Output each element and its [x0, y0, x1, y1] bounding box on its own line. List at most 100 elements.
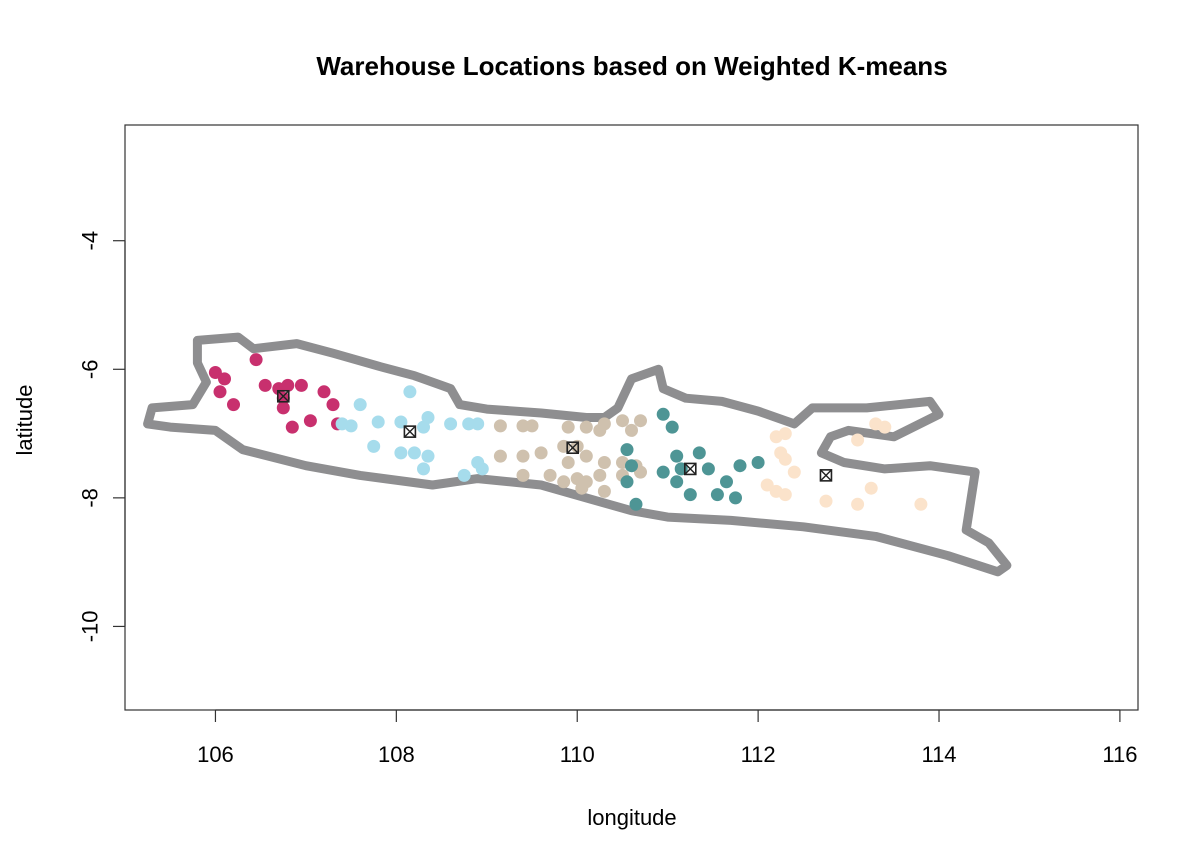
cluster-4-point: [620, 443, 634, 457]
cluster-4-point: [670, 475, 684, 489]
cluster-1-point: [249, 353, 263, 367]
x-tick-label: 112: [741, 742, 776, 767]
cluster-2-point: [407, 446, 421, 460]
land-layer: [143, 332, 1012, 577]
cluster-3-point: [634, 465, 647, 479]
cluster-4-point: [656, 465, 670, 479]
cluster-3-point: [597, 456, 611, 469]
cluster-4-point: [656, 407, 670, 421]
cluster-5-point: [878, 420, 892, 434]
cluster-3-point: [534, 446, 548, 460]
cluster-1-point: [227, 398, 240, 412]
x-tick-label: 116: [1102, 742, 1137, 767]
cluster-1-point: [281, 378, 295, 392]
cluster-1-point: [218, 372, 231, 386]
cluster-2-point: [471, 417, 485, 431]
java-island-outline: [143, 332, 1012, 577]
cluster-2-point: [421, 449, 435, 463]
cluster-3-point: [561, 420, 575, 434]
cluster-2-point: [444, 417, 458, 431]
cluster-4-point: [670, 449, 684, 463]
cluster-5-point: [819, 494, 833, 508]
cluster-5-point: [760, 478, 774, 492]
y-axis: -4 -6 -8 -10: [77, 231, 126, 643]
cluster-2-point: [394, 415, 408, 429]
cluster-3-point: [579, 420, 593, 434]
cluster-4-point: [625, 459, 638, 473]
x-tick-label: 114: [921, 742, 956, 767]
cluster-5-point: [864, 481, 878, 495]
cluster-3-point: [493, 419, 507, 433]
cluster-3-point: [593, 468, 607, 482]
x-tick-label: 106: [197, 742, 234, 767]
cluster-5-point: [851, 497, 865, 511]
cluster-3-point: [516, 419, 530, 433]
cluster-2-point: [403, 385, 417, 399]
warehouse-centroid-marker: [566, 441, 580, 455]
cluster-3-point: [575, 481, 589, 495]
cluster-5-point: [778, 427, 792, 441]
cluster-1-point: [303, 414, 317, 428]
x-axis-label: longitude: [587, 805, 676, 830]
cluster-1-point: [285, 420, 299, 434]
cluster-3-point: [634, 414, 647, 428]
x-tick-label: 110: [560, 742, 595, 767]
cluster-4-point: [710, 488, 724, 502]
cluster-1-point: [258, 378, 272, 392]
cluster-1-point: [294, 378, 308, 392]
cluster-1-point: [276, 401, 290, 415]
warehouse-centroid-marker: [403, 425, 417, 438]
cluster-5-point: [851, 433, 865, 447]
cluster-4-series: [620, 407, 765, 511]
cluster-3-point: [516, 468, 530, 482]
cluster-4-point: [665, 420, 679, 434]
cluster-2-series: [335, 385, 489, 482]
cluster-1-point: [317, 385, 331, 399]
cluster-3-point: [616, 414, 629, 428]
cluster-2-point: [457, 468, 471, 482]
cluster-1-point: [213, 385, 227, 399]
cluster-3-point: [543, 468, 557, 482]
cluster-3-point: [561, 456, 575, 469]
cluster-5-point: [778, 488, 792, 502]
cluster-4-point: [733, 459, 747, 473]
cluster-2-point: [371, 415, 385, 429]
cluster-3-point: [597, 417, 611, 431]
cluster-2-point: [353, 398, 367, 412]
warehouse-centroid-marker: [819, 469, 833, 482]
cluster-3-point: [625, 423, 638, 437]
cluster-4-point: [620, 475, 634, 489]
cluster-3-point: [525, 419, 539, 433]
cluster-2-point: [462, 417, 476, 431]
x-tick-label: 108: [378, 742, 415, 767]
cluster-4-point: [751, 456, 765, 469]
cluster-2-point: [394, 446, 408, 460]
cluster-4-point: [629, 497, 643, 511]
cluster-4-point: [701, 462, 715, 476]
cluster-3-point: [516, 449, 530, 463]
warehouse-centroid-marker: [683, 462, 697, 476]
chart-title: Warehouse Locations based on Weighted K-…: [316, 51, 947, 81]
cluster-1-point: [326, 398, 340, 412]
cluster-3-point: [579, 449, 593, 463]
cluster-3-point: [597, 484, 611, 498]
centroid-layer: [276, 389, 833, 482]
cluster-4-point: [692, 446, 706, 460]
cluster-5-point: [778, 452, 792, 466]
cluster-2-point: [475, 462, 489, 476]
y-axis-label: latitude: [12, 385, 37, 456]
cluster-4-point: [720, 475, 733, 489]
cluster-2-point: [367, 439, 381, 453]
y-tick-label: -8: [77, 488, 102, 508]
cluster-4-point: [683, 488, 697, 502]
y-tick-label: -4: [78, 231, 103, 251]
y-tick-label: -10: [78, 611, 103, 643]
cluster-3-point: [557, 475, 571, 489]
x-axis: 106 108 110 112 114 116: [197, 709, 1137, 767]
cluster-5-point: [914, 497, 928, 511]
cluster-1-point: [208, 366, 222, 379]
cluster-2-point: [421, 411, 435, 424]
warehouse-centroid-marker: [276, 389, 290, 403]
y-tick-label: -6: [77, 360, 102, 380]
